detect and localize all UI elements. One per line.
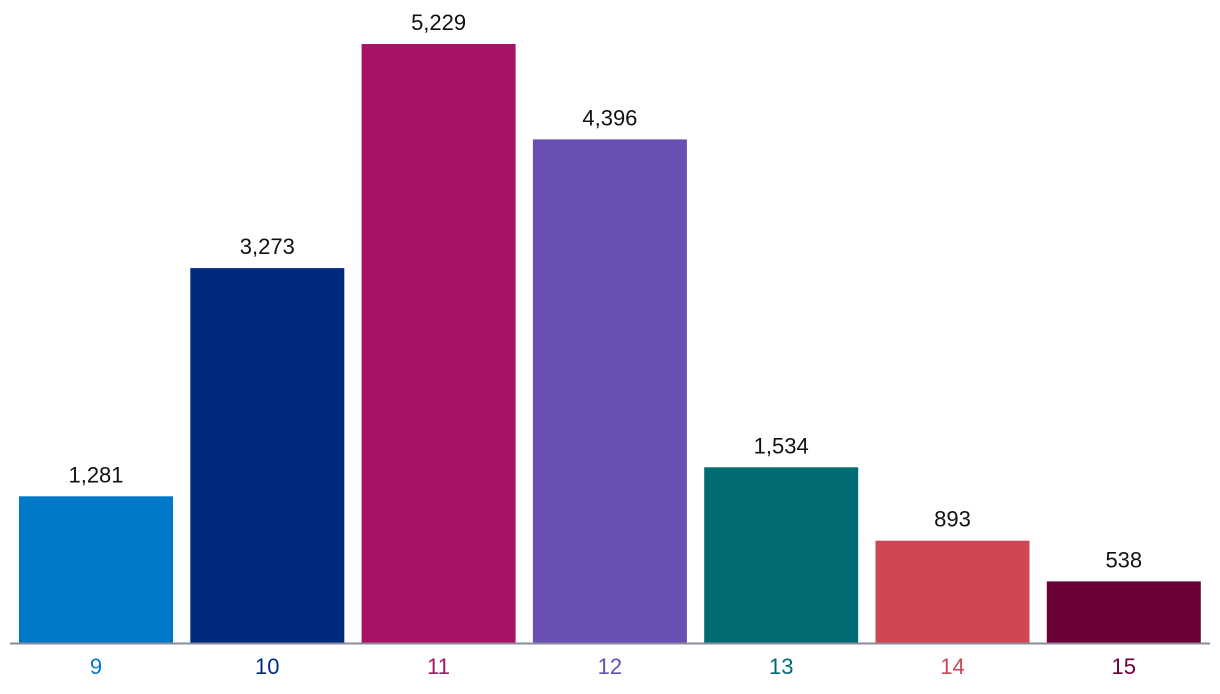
x-tick-label-12: 12 [598,654,622,679]
bar-12 [532,139,687,643]
bar-11 [361,44,516,643]
value-label-11: 5,229 [411,10,466,35]
x-tick-label-9: 9 [90,654,102,679]
value-label-13: 1,534 [754,433,809,458]
x-tick-label-10: 10 [255,654,279,679]
x-tick-label-14: 14 [940,654,964,679]
x-tick-label-11: 11 [427,654,450,679]
bar-9 [19,496,173,643]
bar-13 [704,467,859,643]
x-tick-label-15: 15 [1112,654,1136,679]
bar-15 [1046,581,1201,643]
bars-group [19,44,1201,643]
bar-14 [875,540,1030,643]
value-label-12: 4,396 [582,105,637,130]
bar-10 [190,268,345,643]
value-label-9: 1,281 [68,462,123,487]
value-label-15: 538 [1105,547,1142,572]
value-label-10: 3,273 [240,234,295,259]
x-tick-label-13: 13 [769,654,793,679]
x-tick-labels-group: 9 10 11 12 13 14 15 [90,654,1136,679]
value-labels-group: 1,281 3,273 5,229 4,396 1,534 893 538 [68,10,1142,572]
value-label-14: 893 [934,507,971,532]
